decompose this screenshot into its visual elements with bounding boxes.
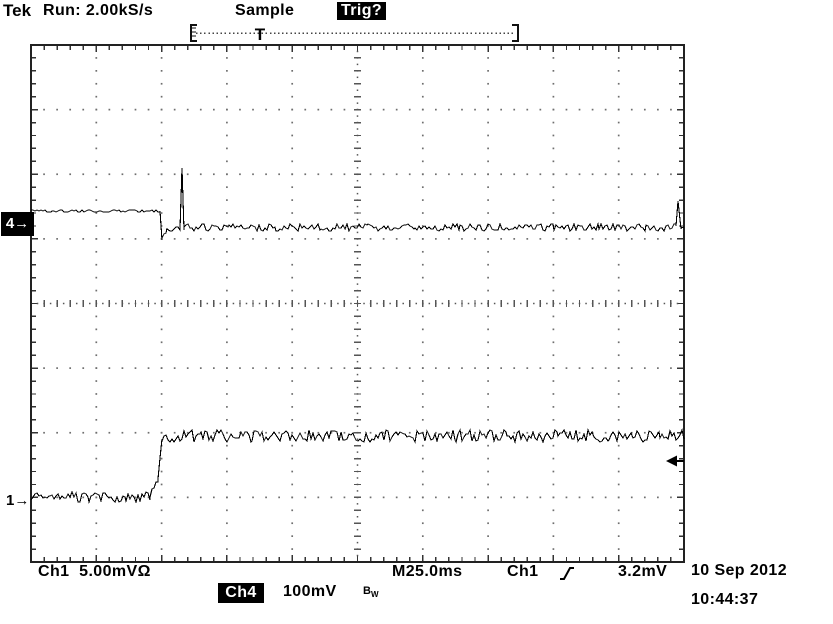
- trigger-level-readout: 3.2mV: [618, 563, 668, 580]
- ch1-ground-marker: 1→: [6, 492, 30, 509]
- record-view-left-bracket: [190, 24, 197, 42]
- time-label: 10:44:37: [691, 591, 759, 608]
- trigger-source-readout: Ch1: [507, 563, 539, 580]
- ch4-scale-readout: 100mV: [283, 583, 337, 600]
- graticule-grid: [30, 44, 685, 563]
- rising-edge-slope-icon: [560, 567, 574, 580]
- trigger-position-marker: T: [255, 25, 266, 44]
- timebase-readout: M25.0ms: [392, 563, 463, 580]
- ch1-scale: 5.00mV: [79, 563, 138, 580]
- ch1-label: Ch1: [38, 563, 70, 580]
- record-view-right-bracket: [512, 24, 519, 42]
- waveform-trace-ch1: [30, 428, 685, 505]
- trigger-level-arrow-icon: [666, 455, 684, 467]
- trigger-status-badge: Trig?: [337, 2, 387, 20]
- date-label: 10 Sep 2012: [691, 562, 788, 579]
- acquisition-mode-label: Sample: [235, 2, 295, 19]
- ch1-readout: Ch1 5.00mVΩ: [38, 563, 151, 581]
- ch1-coupling-icon: Ω: [137, 563, 151, 580]
- brand-logo: Tek: [3, 1, 32, 20]
- ch4-label-badge: Ch4: [218, 583, 264, 603]
- record-view-bar: T: [190, 24, 519, 44]
- ch4-ground-marker: 4→: [1, 212, 34, 236]
- bandwidth-limit-icon: BW: [363, 585, 379, 600]
- record-view-bracket-ticks: [192, 27, 196, 37]
- waveform-trace-ch4: [31, 167, 685, 241]
- acquisition-status: Run: 2.00kS/s: [43, 2, 154, 19]
